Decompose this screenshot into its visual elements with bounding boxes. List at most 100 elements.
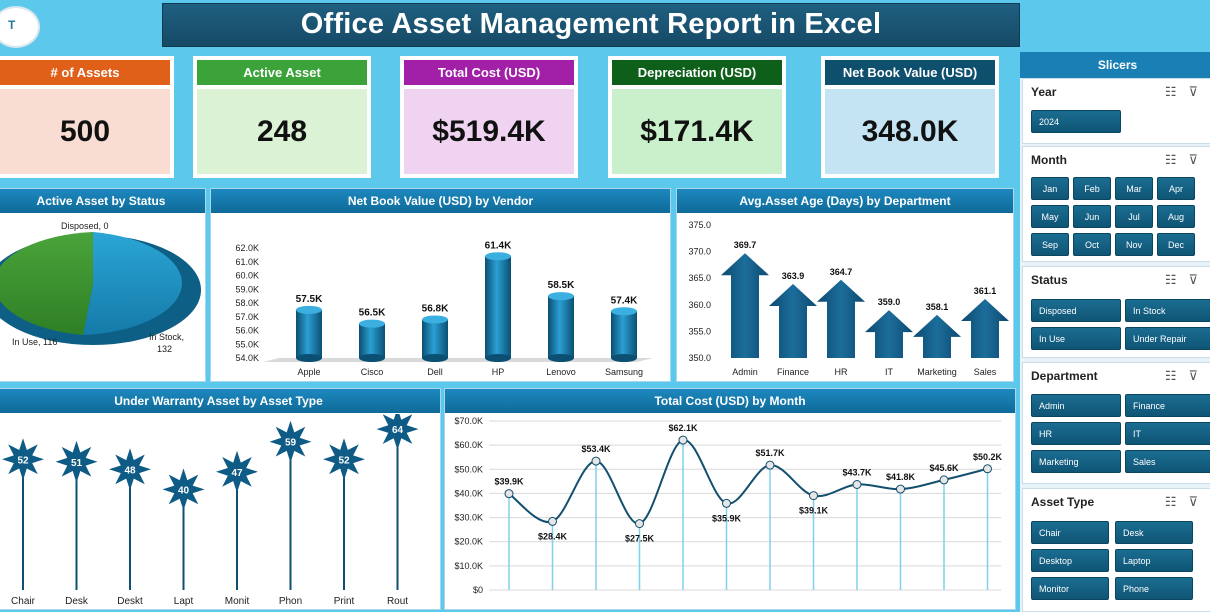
data-point [765,460,775,470]
y-tick-label: 57.0K [235,312,259,322]
slicer-item-it[interactable]: IT [1125,422,1210,445]
slicer-item-oct[interactable]: Oct [1073,233,1111,256]
slicer-item-aug[interactable]: Aug [1157,205,1195,228]
data-label: 363.9 [782,271,805,281]
data-label: 56.5K [359,308,386,319]
slicer-item-jun[interactable]: Jun [1073,205,1111,228]
slicer-item-marketing[interactable]: Marketing [1031,450,1121,473]
x-tick-label: Desk [65,596,89,607]
pie-slice-in-stock [83,232,182,335]
slicer-item-feb[interactable]: Feb [1073,177,1111,200]
slicer-item-jan[interactable]: Jan [1031,177,1069,200]
bar-base [422,354,448,362]
chart-panel-warranty: Under Warranty Asset by Asset Type 52 Cha… [0,388,441,610]
multi-select-icon[interactable]: ☷⊽ [1164,84,1210,99]
data-label: 364.7 [830,267,853,277]
slicer-item-sales[interactable]: Sales [1125,450,1210,473]
slicer-item-desk[interactable]: Desk [1115,521,1193,544]
bar-base [485,354,511,362]
bar [548,296,574,358]
slicer-item-nov[interactable]: Nov [1115,233,1153,256]
x-tick-label: Samsung [605,367,643,377]
data-label: 57.4K [611,295,638,306]
data-label: 359.0 [878,297,901,307]
arrow-chart-department: 350.0 355.0 360.0 365.0 370.0 375.0 369.7 Admin… [688,220,1009,377]
data-label: $62.1K [668,423,698,433]
slicer-item-disposed[interactable]: Disposed [1031,299,1121,322]
y-tick-label: 59.0K [235,284,259,294]
kpi-label: Depreciation (USD) [612,60,782,85]
kpi-value: 500 [0,89,170,174]
bar-base [359,354,385,362]
slicers-panel: Slicers Year ☷⊽ 2024 Month ☷⊽ Jan Feb Ma… [1020,52,1210,612]
multi-select-icon[interactable]: ☷⊽ [1164,494,1210,509]
data-label: 48 [124,465,136,476]
bar [296,309,322,358]
data-label: 57.5K [296,294,323,305]
slicer-asset-type: Asset Type ☷⊽ Chair Desk Desktop Laptop … [1022,488,1210,612]
x-tick-label: HR [835,367,848,377]
y-tick-label: 355.0 [688,326,711,336]
slicer-item-chair[interactable]: Chair [1031,521,1109,544]
data-label: $39.1K [799,506,829,516]
bar-top [611,307,637,316]
data-label: 369.7 [734,240,757,250]
slicer-item-finance[interactable]: Finance [1125,394,1210,417]
data-label: 361.1 [974,286,997,296]
kpi-value: 248 [197,89,367,174]
slicer-item-dec[interactable]: Dec [1157,233,1195,256]
slicer-item-desktop[interactable]: Desktop [1031,549,1109,572]
chart-title: Avg.Asset Age (Days) by Department [677,189,1013,213]
slicer-item-laptop[interactable]: Laptop [1115,549,1193,572]
slicer-item-in-use[interactable]: In Use [1031,327,1121,350]
arrow-bar [865,310,913,358]
slicer-item-jul[interactable]: Jul [1115,205,1153,228]
pie-label-in-use: In Use, 116 [12,337,57,347]
x-tick-label: Apple [297,367,320,377]
kpi-label: Net Book Value (USD) [825,60,995,85]
multi-select-icon[interactable]: ☷⊽ [1164,368,1210,383]
multi-select-icon[interactable]: ☷⊽ [1164,272,1210,287]
chart-panel-month: Total Cost (USD) by Month $0 $10.0K $20.0K… [444,388,1016,610]
slicer-item-admin[interactable]: Admin [1031,394,1121,417]
slicer-item-sep[interactable]: Sep [1031,233,1069,256]
slicer-title: Asset Type [1031,495,1095,509]
bar [422,319,448,358]
kpi-value: 348.0K [825,89,995,174]
page-title: Office Asset Management Report in Excel [300,8,882,40]
data-point [852,479,862,489]
slicer-item-mar[interactable]: Mar [1115,177,1153,200]
slicer-item-may[interactable]: May [1031,205,1069,228]
slicer-item-monitor[interactable]: Monitor [1031,577,1109,600]
star-marker [376,414,419,451]
lollipop-chart-warranty: 52 Chair 51 Desk 48 Deskt 40 Lapt 47 Monit 59 Phon 5… [2,414,419,607]
company-logo: T [0,6,40,48]
x-tick-label: Lenovo [546,367,576,377]
x-tick-label: Monit [225,596,250,607]
data-label: 59 [285,438,297,449]
arrow-bar [913,314,961,358]
data-point [678,435,688,445]
slicer-item-in-stock[interactable]: In Stock [1125,299,1210,322]
y-tick-label: 55.0K [235,339,259,349]
bar [485,256,511,358]
slicer-item-phone[interactable]: Phone [1115,577,1193,600]
slicer-item-apr[interactable]: Apr [1157,177,1195,200]
y-tick-label: 61.0K [235,257,259,267]
y-tick-label: 350.0 [688,353,711,363]
slicer-item-hr[interactable]: HR [1031,422,1121,445]
data-point [983,464,992,474]
data-label: $45.6K [929,463,959,473]
arrow-bar [817,279,865,358]
pie-slice-in-use [0,232,93,335]
arrow-bar [961,298,1009,358]
slicer-department: Department ☷⊽ Admin Finance HR IT Market… [1022,362,1210,484]
chart-panel-department: Avg.Asset Age (Days) by Department 350.0… [676,188,1014,382]
multi-select-icon[interactable]: ☷⊽ [1164,152,1210,167]
y-tick-label: 56.0K [235,326,259,336]
bar-base [611,354,637,362]
slicer-item-under-repair[interactable]: Under Repair [1125,327,1210,350]
x-tick-label: HP [492,367,505,377]
data-point [896,484,905,494]
slicer-item-2024[interactable]: 2024 [1031,110,1121,133]
